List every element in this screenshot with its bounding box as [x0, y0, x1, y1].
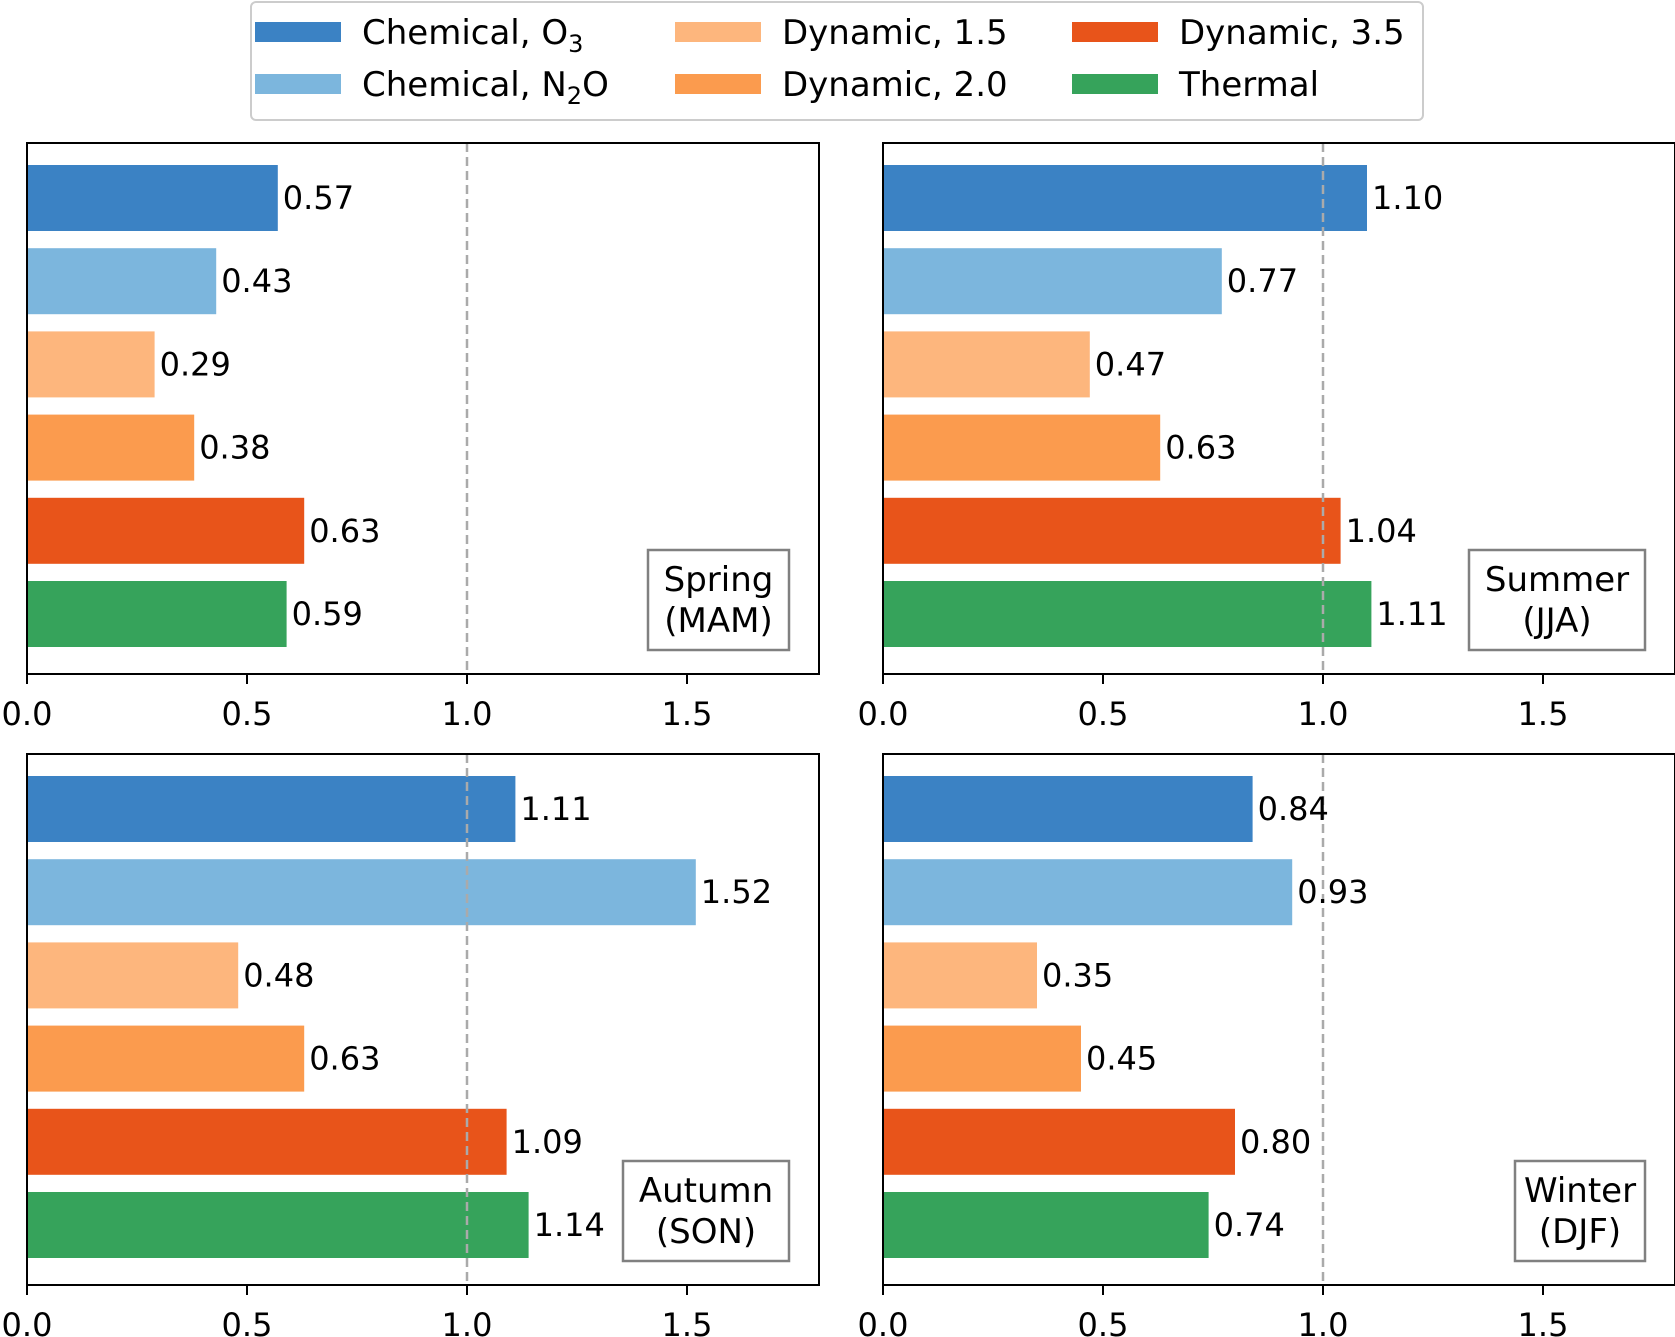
x-tick-label: 1.0 [442, 695, 493, 733]
panel-label-months: (JJA) [1522, 601, 1591, 641]
x-tick-label: 1.5 [662, 1306, 713, 1337]
bar-value-label: 1.09 [512, 1123, 583, 1161]
panel-label-months: (MAM) [664, 601, 772, 641]
bar [27, 331, 155, 398]
legend-entry-label: Thermal [1178, 65, 1319, 105]
x-tick-label: 1.0 [1298, 1306, 1349, 1337]
panel: 1.10 0.77 0.47 0.63 1.04 1.11 0.0 0.5 1.0 1.5 Summ… [858, 142, 1675, 733]
x-tick-label: 0.0 [858, 1306, 909, 1337]
panel-label-season: Winter [1524, 1171, 1636, 1211]
x-tick-label: 0.0 [2, 1306, 53, 1337]
bar-value-label: 1.04 [1346, 512, 1417, 550]
bar-value-label: 1.11 [520, 790, 591, 828]
axes-frame [882, 142, 1675, 675]
bar [883, 942, 1037, 1009]
legend-entry-label: Dynamic, 3.5 [1179, 13, 1405, 53]
panel-label-box [1513, 1159, 1647, 1263]
bar-value-label: 1.14 [534, 1206, 605, 1244]
bar-value-label: 0.63 [1165, 429, 1236, 467]
bar [27, 942, 239, 1009]
bar [883, 497, 1341, 564]
bar [883, 1025, 1081, 1092]
panels: 0.57 0.43 0.29 0.38 0.63 0.59 0.0 0.5 1.0 1.5 Spri… [2, 142, 1675, 1337]
legend-swatch [1072, 74, 1158, 94]
legend-swatch [255, 22, 341, 42]
bar [883, 1192, 1209, 1258]
bar-value-label: 0.80 [1240, 1123, 1311, 1161]
legend-entry-label: Dynamic, 1.5 [782, 13, 1008, 53]
bar [883, 414, 1161, 481]
bar-value-label: 0.47 [1095, 345, 1166, 383]
bar [27, 581, 287, 647]
bar [883, 581, 1372, 647]
bar-value-label: 1.10 [1372, 179, 1443, 217]
bar-value-label: 0.57 [283, 179, 354, 217]
bar-value-label: 0.38 [199, 429, 270, 467]
legend-swatch [255, 74, 341, 94]
bar [27, 248, 217, 315]
bar [27, 165, 278, 231]
x-tick-label: 1.0 [1298, 695, 1349, 733]
x-tick-label: 0.5 [1078, 695, 1129, 733]
legend-swatch [675, 74, 761, 94]
bar-value-label: 0.45 [1086, 1040, 1157, 1078]
bar-value-label: 0.29 [160, 345, 231, 383]
panel-label-months: (DJF) [1539, 1212, 1621, 1252]
axes-frame [26, 142, 820, 675]
panel-label-box [646, 548, 791, 652]
bar [883, 1108, 1235, 1175]
x-tick-label: 0.5 [222, 1306, 273, 1337]
bar [27, 1025, 305, 1092]
panel-label-box [621, 1159, 791, 1263]
legend-entry-label: Dynamic, 2.0 [782, 65, 1008, 105]
axes-frame [26, 753, 820, 1286]
bar-value-label: 0.93 [1297, 873, 1368, 911]
bar [27, 497, 305, 564]
panel: 0.57 0.43 0.29 0.38 0.63 0.59 0.0 0.5 1.0 1.5 Spri… [2, 142, 820, 733]
bar-value-label: 0.63 [309, 1040, 380, 1078]
x-tick-label: 1.5 [662, 695, 713, 733]
bar [883, 331, 1090, 398]
x-tick-label: 1.5 [1518, 1306, 1569, 1337]
bar-value-label: 1.52 [701, 873, 772, 911]
bar-value-label: 0.84 [1258, 790, 1329, 828]
panel-label-season: Autumn [639, 1171, 773, 1211]
bar [883, 776, 1253, 842]
axes-frame [882, 753, 1675, 1286]
bar-value-label: 0.59 [292, 595, 363, 633]
bar-value-label: 0.74 [1214, 1206, 1285, 1244]
bar [883, 165, 1367, 231]
bar-value-label: 0.43 [221, 262, 292, 300]
bar [27, 859, 696, 926]
panel: 0.84 0.93 0.35 0.45 0.80 0.74 0.0 0.5 1.0 1.5 Wint… [858, 753, 1675, 1337]
panel-label-season: Spring [664, 560, 774, 600]
bar [27, 776, 516, 842]
legend-entry-label: Chemical, O3 [362, 13, 583, 58]
x-tick-label: 0.5 [222, 695, 273, 733]
x-tick-label: 0.5 [1078, 1306, 1129, 1337]
panel-label-season: Summer [1485, 560, 1629, 600]
bar-value-label: 0.77 [1227, 262, 1298, 300]
x-tick-label: 1.5 [1518, 695, 1569, 733]
legend-swatch [675, 22, 761, 42]
bar-value-label: 0.63 [309, 512, 380, 550]
panel: 1.11 1.52 0.48 0.63 1.09 1.14 0.0 0.5 1.0 1.5 Autu… [2, 753, 820, 1337]
x-tick-label: 1.0 [442, 1306, 493, 1337]
bar-value-label: 0.35 [1042, 956, 1113, 994]
panel-label-box [1467, 548, 1647, 652]
legend-entry-label: Chemical, N2O [362, 65, 609, 110]
bar [27, 1192, 529, 1258]
legend-swatch [1072, 22, 1158, 42]
bar [27, 1108, 507, 1175]
bar [883, 248, 1222, 315]
bar [27, 414, 195, 481]
bar-value-label: 0.48 [243, 956, 314, 994]
bar-value-label: 1.11 [1376, 595, 1447, 633]
x-tick-label: 0.0 [858, 695, 909, 733]
panel-label-months: (SON) [656, 1212, 756, 1252]
bar [883, 859, 1293, 926]
legend: Chemical, O3 Chemical, N2O Dynamic, 1.5 Dyn… [250, 1, 1424, 121]
x-tick-label: 0.0 [2, 695, 53, 733]
